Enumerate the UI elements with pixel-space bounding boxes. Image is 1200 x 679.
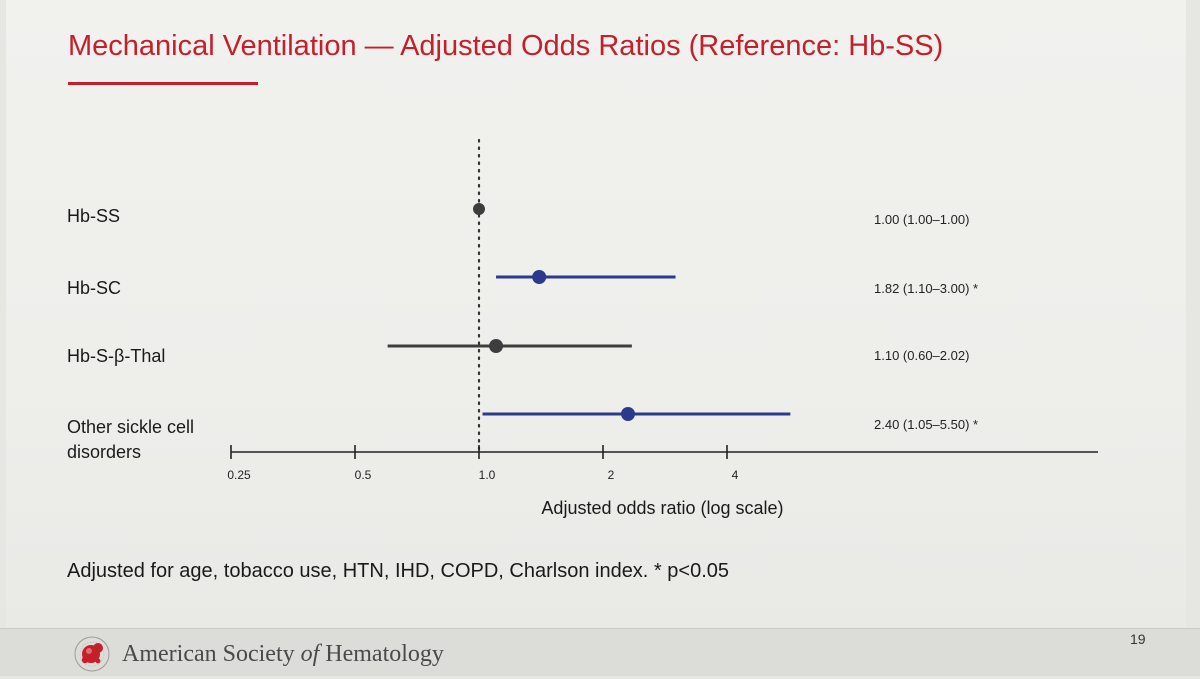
row-label-hb-ss: Hb-SS bbox=[67, 206, 121, 226]
org-name: American Society of Hematology bbox=[122, 641, 444, 667]
ash-logo-icon bbox=[70, 634, 116, 679]
x-tick-label-1: 0.5 bbox=[355, 468, 372, 482]
page-number: 19 bbox=[1130, 631, 1146, 647]
ci-text-other-sickle-cell: 2.40 (1.05–5.50) * bbox=[874, 417, 979, 432]
x-tick-label-3: 2 bbox=[608, 468, 615, 482]
ci-text-hb-ss: 1.00 (1.00–1.00) bbox=[874, 212, 970, 227]
x-tick-label-0: 0.25 bbox=[227, 468, 251, 482]
footer-bar bbox=[0, 628, 1200, 676]
row-label-hb-sc: Hb-SC bbox=[67, 278, 122, 298]
slide-title: Mechanical Ventilation — Adjusted Odds R… bbox=[68, 30, 944, 62]
point-estimate-0 bbox=[473, 203, 485, 215]
point-estimate-2 bbox=[489, 339, 504, 353]
x-tick-label-2: 1.0 bbox=[479, 468, 496, 482]
ci-text-hb-s-beta-thal: 1.10 (0.60–2.02) bbox=[874, 348, 970, 363]
point-estimate-3 bbox=[621, 407, 636, 421]
row-label-other-sickle-cell: Other sickle cell disorders bbox=[67, 417, 195, 462]
forest-plot: 0.25 0.5 1.0 2 4 bbox=[227, 138, 1098, 482]
x-tick-label-4: 4 bbox=[732, 468, 739, 482]
x-axis-title: Adjusted odds ratio (log scale) bbox=[541, 498, 784, 518]
slide bbox=[6, 0, 1186, 628]
row-label-hb-s-beta-thal: Hb-S-β-Thal bbox=[67, 346, 166, 366]
title-underline bbox=[68, 82, 258, 85]
ci-text-hb-sc: 1.82 (1.10–3.00) * bbox=[874, 281, 979, 296]
point-estimate-1 bbox=[532, 270, 547, 284]
footnote: Adjusted for age, tobacco use, HTN, IHD,… bbox=[67, 560, 729, 582]
